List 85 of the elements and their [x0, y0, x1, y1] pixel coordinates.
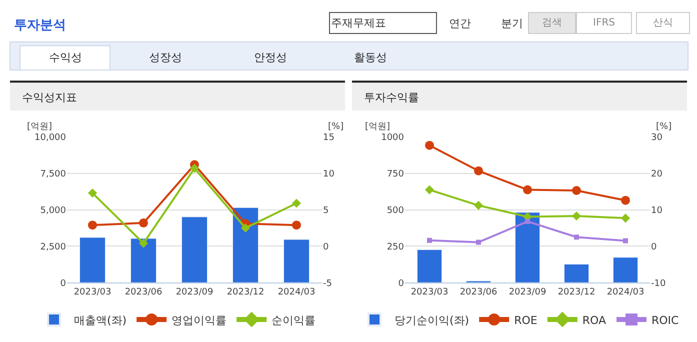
x-tick-label: 2024/03 [278, 287, 316, 298]
text: 연간 [449, 17, 471, 30]
y-tick-label: 5,000 [40, 206, 66, 216]
point [139, 218, 148, 228]
y2-tick-label: 0 [323, 242, 329, 252]
legend-label: 영업이익률 [172, 314, 227, 327]
point [623, 238, 628, 244]
x-tick-label: 2023/09 [176, 287, 214, 298]
x-tick-label: 2023/03 [74, 287, 112, 298]
text: 안정성 [254, 51, 287, 64]
y-axis-title: [억원] [365, 122, 390, 132]
y2-tick-label: 0 [651, 242, 657, 252]
chart-title: 수익성지표 [22, 91, 77, 104]
text: 수익성 [49, 51, 82, 64]
legend-label: ROE [514, 314, 538, 327]
point [476, 240, 481, 245]
bar [80, 237, 106, 283]
point [574, 234, 579, 240]
point [88, 188, 98, 198]
x-tick-label: 2023/06 [460, 287, 498, 298]
bar [182, 216, 208, 283]
x-tick-label: 2023/09 [508, 287, 546, 298]
x-tick-label: 2023/12 [226, 287, 264, 298]
bar [130, 238, 156, 283]
legend-label: 순이익률 [272, 314, 316, 327]
point [240, 223, 250, 233]
point [620, 214, 630, 223]
y2-tick-label: -10 [651, 278, 666, 289]
y-tick-label: 0 [398, 278, 404, 289]
point [190, 164, 200, 173]
point [572, 211, 582, 221]
x-tick-label: 2023/03 [410, 287, 448, 298]
y-tick-label: 7,500 [40, 170, 66, 180]
point [474, 200, 484, 210]
y-tick-label: 10,000 [34, 133, 66, 144]
text: 활동성 [354, 51, 387, 64]
y-tick-label: 500 [386, 206, 404, 216]
y2-tick-label: 15 [323, 133, 334, 144]
text: 검색 [542, 18, 562, 28]
point [138, 238, 148, 248]
point [474, 166, 483, 176]
y-tick-label: 750 [386, 170, 404, 180]
bar [284, 239, 310, 283]
y2-axis-title: [%] [656, 122, 672, 132]
bar [515, 212, 540, 283]
x-tick-label: 2023/06 [124, 287, 162, 298]
y2-tick-label: 30 [651, 133, 663, 144]
text: 투자분석 [14, 18, 66, 33]
legend-label: ROA [582, 314, 606, 327]
text: IFRS [593, 18, 615, 28]
y-tick-label: 2,500 [40, 242, 66, 252]
bar [417, 249, 442, 283]
y2-tick-label: 20 [651, 170, 663, 180]
y2-tick-label: 5 [323, 206, 329, 216]
point [427, 238, 432, 243]
bar [232, 207, 258, 283]
y2-tick-label: 10 [651, 206, 663, 216]
x-tick-label: 2023/12 [558, 287, 596, 298]
bar [564, 264, 589, 283]
y2-tick-label: -5 [323, 278, 332, 289]
text: 성장성 [149, 51, 182, 64]
point [424, 185, 434, 194]
point [525, 218, 530, 224]
y-tick-label: 250 [386, 242, 404, 252]
y2-tick-label: 10 [323, 170, 335, 180]
point [292, 220, 301, 230]
legend-label: 매출액(좌) [74, 314, 127, 327]
chart-title: 투자수익률 [364, 91, 419, 104]
legend-label: 당기순이익(좌) [394, 314, 470, 327]
point [425, 140, 434, 150]
point [292, 198, 302, 208]
text: 산식 [653, 18, 673, 28]
y-axis-title: [억원] [27, 122, 52, 132]
y-tick-label: 0 [60, 278, 66, 289]
y2-axis-title: [%] [328, 122, 344, 132]
text: 분기 [501, 17, 523, 30]
y-tick-label: 1000 [381, 133, 404, 144]
point [572, 186, 581, 195]
point [523, 185, 532, 194]
point [88, 220, 97, 230]
text: 주재무제표 [331, 16, 386, 30]
bar [613, 257, 638, 283]
legend-label: ROIC [652, 314, 680, 327]
x-tick-label: 2024/03 [606, 287, 644, 298]
point [621, 196, 630, 205]
